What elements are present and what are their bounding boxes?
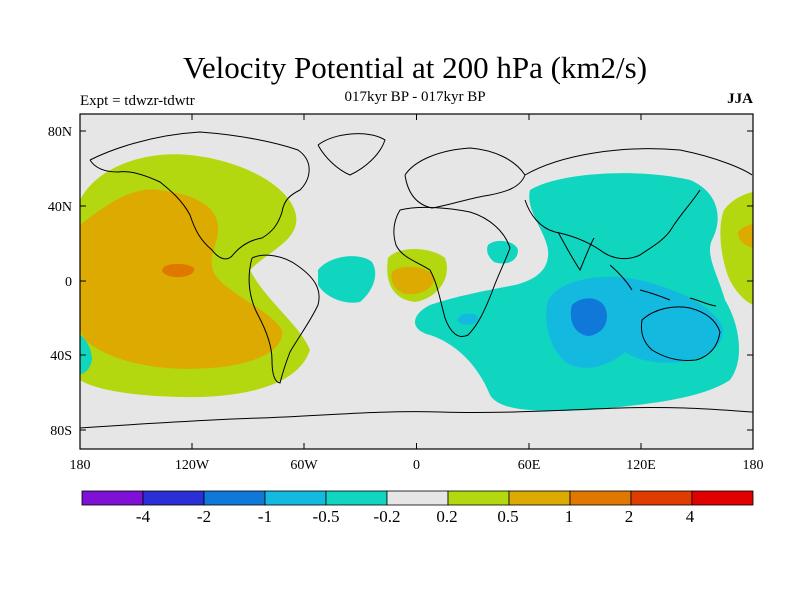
tick-marks <box>79 114 754 449</box>
colorbar-label: -0.2 <box>374 507 401 526</box>
colorbar-swatch <box>447 490 510 506</box>
x-tick-label: 60W <box>290 458 318 473</box>
colorbar-label: -1 <box>258 507 272 526</box>
colorbar-label: -0.5 <box>313 507 340 526</box>
colorbar-swatch <box>81 490 144 506</box>
colorbar-swatch <box>569 490 632 506</box>
colorbar-swatch <box>386 490 449 506</box>
coastlines <box>80 131 753 429</box>
colorbar <box>81 490 754 506</box>
y-tick-label: 80S <box>50 424 72 439</box>
colorbar-swatch <box>691 490 754 506</box>
colorbar-swatch <box>203 490 266 506</box>
colorbar-label: 0.2 <box>436 507 457 526</box>
colorbar-label: 2 <box>625 507 634 526</box>
colorbar-label: 4 <box>686 507 695 526</box>
colorbar-label: -2 <box>197 507 211 526</box>
southern-africa-negative-region <box>457 313 478 325</box>
colorbar-swatch <box>630 490 693 506</box>
experiment-label: Expt = tdwzr-tdwtr <box>80 93 195 109</box>
map-field <box>80 114 753 449</box>
east-africa-negative-region <box>487 240 518 264</box>
pacific-strong-region <box>162 263 195 278</box>
atlantic-negative-region <box>318 256 376 303</box>
colorbar-swatch <box>142 490 205 506</box>
colorbar-swatch <box>264 490 327 506</box>
y-axis: 80N 40N 0 40S 80S <box>48 125 72 439</box>
x-tick-label: 180 <box>70 458 91 473</box>
x-tick-label: 180 <box>743 458 764 473</box>
east-edge-moderate-region <box>738 224 753 248</box>
colorbar-labels: -4 -2 -1 -0.5 -0.2 0.2 0.5 1 2 4 <box>136 507 695 526</box>
indo-pacific-strong-region <box>570 298 607 336</box>
y-tick-label: 40N <box>48 200 72 215</box>
pacific-moderate-region <box>80 189 283 369</box>
colorbar-swatch <box>325 490 388 506</box>
y-tick-label: 0 <box>65 275 72 290</box>
colorbar-swatch <box>508 490 571 506</box>
colorbar-label: 1 <box>565 507 574 526</box>
season-label: JJA <box>727 91 753 107</box>
y-tick-label: 80N <box>48 125 72 140</box>
y-tick-label: 40S <box>50 349 72 364</box>
africa-moderate-region <box>391 266 435 295</box>
map-title: Velocity Potential at 200 hPa (km2/s) <box>182 50 648 85</box>
x-tick-label: 60E <box>518 458 541 473</box>
x-axis: 180 120W 60W 0 60E 120E 180 <box>70 458 764 473</box>
map-subtitle: 017kyr BP - 017kyr BP <box>344 89 486 105</box>
colorbar-label: -4 <box>136 507 151 526</box>
x-tick-label: 0 <box>413 458 420 473</box>
colorbar-label: 0.5 <box>497 507 518 526</box>
x-tick-label: 120E <box>626 458 656 473</box>
x-tick-label: 120W <box>175 458 210 473</box>
east-edge-positive-region <box>720 192 753 305</box>
